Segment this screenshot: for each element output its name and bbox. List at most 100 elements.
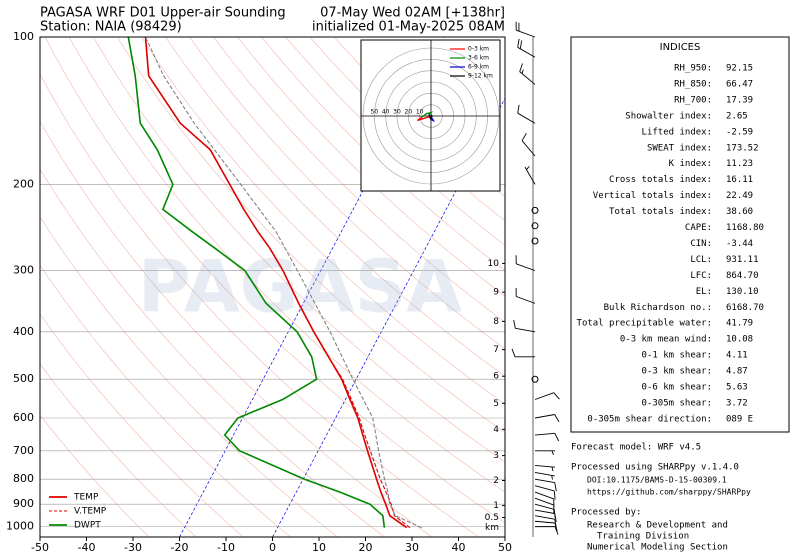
index-value: 5.63 — [726, 383, 748, 393]
wind-calm — [531, 206, 539, 214]
wind-barb — [534, 471, 555, 480]
footer-url: https://github.com/sharppy/SHARPpy — [587, 488, 751, 497]
x-tick-label: -30 — [124, 541, 142, 554]
dry-adiabat — [189, 37, 505, 350]
dry-adiabat — [40, 414, 150, 537]
index-value: 16.11 — [726, 175, 753, 185]
footer-org: Numerical Modeling Section — [587, 543, 728, 553]
y-tick-label: 100 — [13, 30, 34, 43]
height-label: 4 — [493, 425, 499, 435]
index-label: Vertical totals index: — [593, 191, 712, 201]
index-label: LFC: — [690, 271, 712, 281]
x-tick-label: 10 — [312, 541, 326, 554]
dry-adiabat — [40, 363, 197, 537]
index-value: 41.79 — [726, 319, 753, 329]
index-value: 1168.80 — [726, 223, 764, 233]
wind-barb — [513, 319, 536, 333]
watermark: PAGASA — [138, 245, 463, 329]
hodograph-ring-label: 30 — [393, 109, 401, 116]
y-tick-label: 900 — [13, 497, 34, 510]
height-label: 1 — [493, 501, 499, 511]
legend-label: 9-12 km — [468, 73, 493, 80]
wind-barb — [534, 478, 557, 492]
index-label: 0-6 km shear: — [642, 383, 712, 393]
legend-label: 3-6 km — [468, 55, 489, 62]
hodograph-line — [416, 115, 432, 122]
dry-adiabat — [40, 73, 480, 537]
height-label: 3 — [493, 451, 499, 461]
index-label: SWEAT index: — [647, 143, 712, 153]
index-value: -3.44 — [726, 239, 753, 249]
hodograph-ring-label: 40 — [382, 109, 390, 116]
y-tick-label: 800 — [13, 472, 34, 485]
height-label: 5 — [493, 399, 499, 409]
index-value: 2.65 — [726, 111, 748, 121]
index-value: 11.23 — [726, 159, 753, 169]
wind-barb — [519, 63, 536, 85]
x-tick-label: 30 — [405, 541, 419, 554]
x-tick-label: 50 — [498, 541, 512, 554]
hodograph-ring-label: 10 — [416, 109, 424, 116]
init-time: initialized 01-May-2025 08AM — [312, 20, 505, 35]
hodograph-ring-label: 20 — [405, 109, 413, 116]
y-tick-label: 300 — [13, 264, 34, 277]
footer-model: Forecast model: WRF v4.5 — [571, 443, 701, 453]
profile-line — [145, 37, 422, 529]
wind-barb — [521, 133, 536, 157]
index-label: Showalter index: — [625, 111, 712, 121]
wind-barb — [534, 414, 560, 423]
index-label: Total totals index: — [609, 207, 712, 217]
wind-barb — [515, 287, 536, 304]
dry-adiabat — [141, 37, 505, 405]
dry-adiabat — [44, 37, 505, 524]
index-label: 0-305m shear direction: — [587, 414, 712, 424]
height-label: 0.5 — [485, 513, 499, 523]
index-value: 66.47 — [726, 79, 753, 89]
footer-by: Processed by: — [571, 508, 641, 518]
wind-barb — [515, 21, 536, 38]
wind-barb — [534, 515, 557, 528]
index-value: 4.11 — [726, 351, 748, 361]
title: PAGASA WRF D01 Upper-air Sounding — [40, 6, 286, 21]
wind-barb — [534, 526, 559, 535]
index-value: 173.52 — [726, 143, 759, 153]
wind-barb — [534, 503, 556, 518]
index-label: RH_950: — [674, 64, 712, 74]
legend-label: V.TEMP — [74, 507, 107, 517]
dry-adiabat — [40, 264, 291, 537]
height-unit: km — [485, 523, 499, 533]
legend-label: DWPT — [74, 521, 101, 531]
hodograph-line — [421, 111, 434, 118]
index-value: 931.11 — [726, 255, 759, 265]
x-tick-label: 40 — [452, 541, 466, 554]
index-label: RH_700: — [674, 95, 712, 105]
index-label: LCL: — [690, 255, 712, 265]
dry-adiabat — [261, 37, 505, 271]
height-label: 10 — [488, 259, 500, 269]
x-tick-label: -40 — [78, 541, 96, 554]
y-tick-label: 400 — [13, 325, 34, 338]
legend-label: TEMP — [73, 493, 99, 503]
wind-barb — [534, 392, 560, 400]
height-label: 9 — [493, 288, 499, 298]
index-value: 089 E — [726, 414, 753, 424]
footer-org: Research & Development and — [587, 521, 728, 531]
wind-barb — [524, 166, 536, 185]
dry-adiabat — [117, 37, 505, 434]
index-value: 864.70 — [726, 271, 759, 281]
height-label: 7 — [493, 345, 499, 355]
index-label: 0-3 km mean wind: — [620, 335, 712, 345]
dry-adiabat — [237, 37, 505, 297]
y-tick-label: 700 — [13, 444, 34, 457]
y-tick-label: 200 — [13, 177, 34, 190]
footer-processed: Processed using SHARPpy v.1.4.0 — [571, 463, 739, 473]
x-tick-label: -10 — [217, 541, 235, 554]
hodograph-line — [428, 114, 434, 120]
wind-barb — [515, 255, 536, 272]
y-tick-label: 500 — [13, 372, 34, 385]
profile-line — [144, 37, 411, 529]
index-value: 38.60 — [726, 207, 753, 217]
